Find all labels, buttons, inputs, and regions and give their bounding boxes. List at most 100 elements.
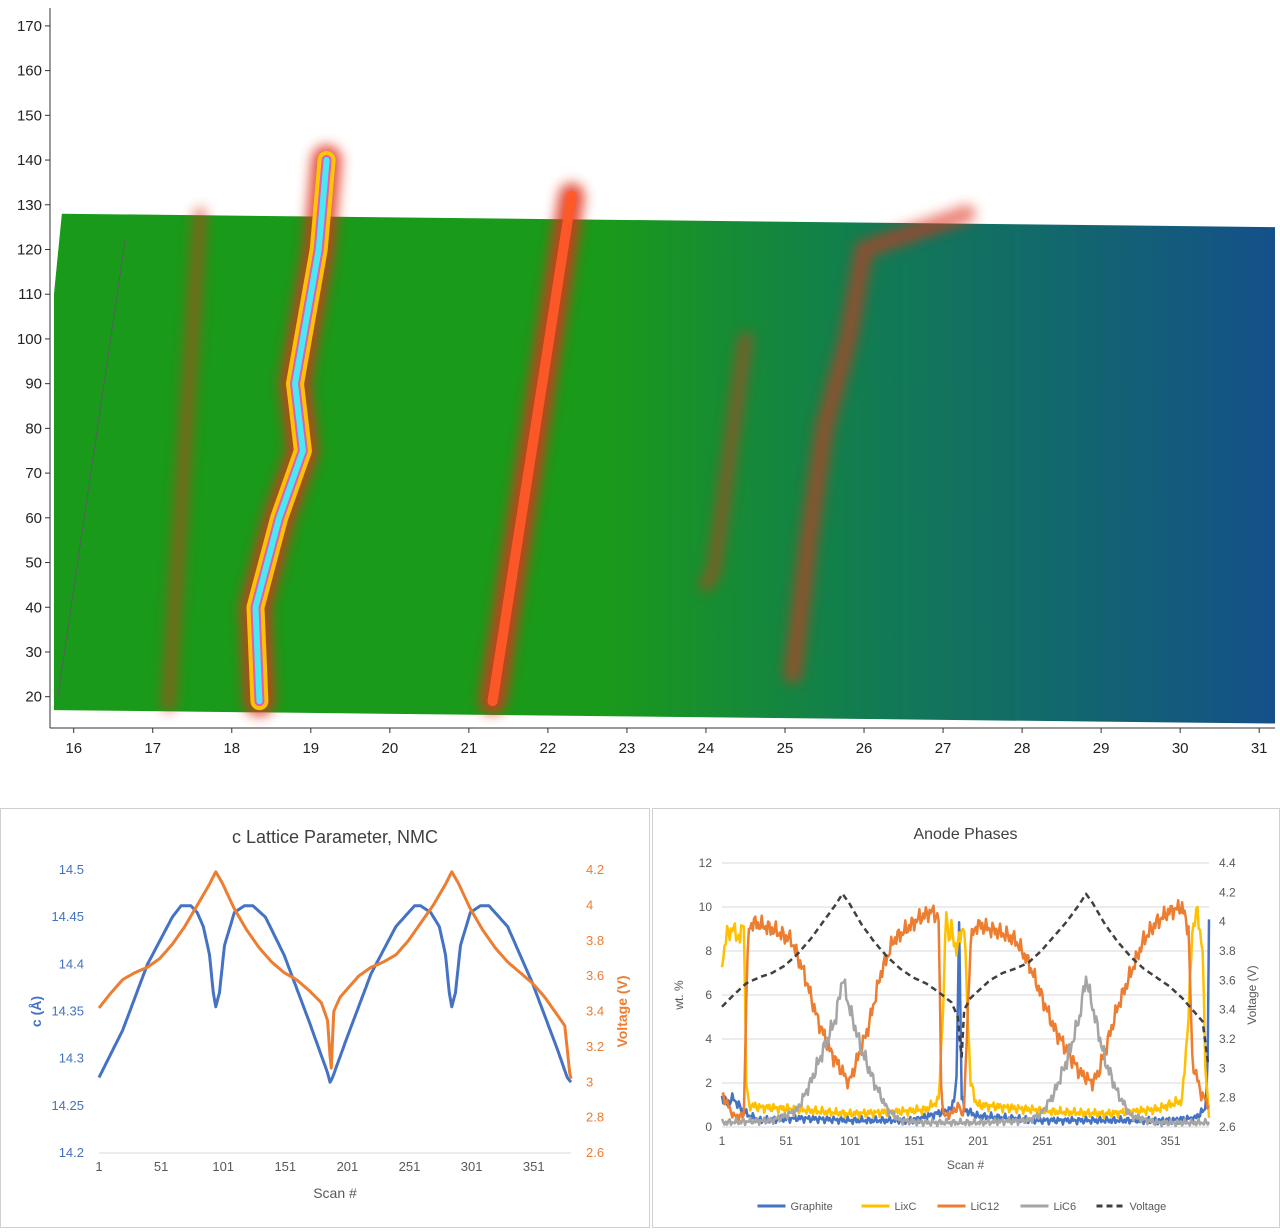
y-tick-label: 8: [705, 944, 712, 958]
y-tick-label: 12: [699, 856, 713, 870]
y-tick-label: 6: [705, 988, 712, 1002]
y-axis-label: c (Å): [28, 996, 44, 1027]
heatmap-y-tick-label: 110: [18, 286, 42, 303]
y2-tick-label: 2.8: [1219, 1091, 1236, 1105]
heatmap-y-tick-label: 160: [17, 63, 42, 80]
x-tick-label: 51: [779, 1134, 793, 1148]
x-tick-label: 201: [968, 1134, 988, 1148]
heatmap-y-tick-label: 80: [25, 420, 42, 437]
heatmap-x-tick-label: 25: [777, 740, 794, 757]
peak-c-core: [487, 190, 577, 707]
heatmap-y-tick-label: 30: [25, 644, 42, 661]
heatmap-y-tick-label: 50: [25, 555, 42, 572]
y-axis-label: wt. %: [672, 980, 686, 1011]
heatmap-x-tick-label: 17: [144, 740, 161, 757]
heatmap-x-tick-label: 19: [302, 740, 319, 757]
x-tick-label: 151: [904, 1134, 924, 1148]
lattice-chart-panel: c Lattice Parameter, NMC 14.2 14.25 14.3 14.…: [0, 808, 650, 1228]
y2-tick-label: 3: [586, 1074, 593, 1089]
heatmap-y-tick-label: 140: [17, 152, 42, 169]
y-tick-label: 14.25: [51, 1098, 84, 1113]
heatmap-background: [53, 213, 1275, 724]
x-tick-label: 51: [154, 1159, 168, 1174]
heatmap-x-tick-label: 20: [381, 740, 398, 757]
legend-label: Graphite: [791, 1201, 833, 1213]
y-tick-label: 14.45: [51, 909, 84, 924]
y2-tick-label: 2.8: [586, 1110, 604, 1125]
series-line-lic12: [721, 899, 1211, 1122]
heatmap-x-tick-label: 22: [540, 740, 557, 757]
y2-tick-label: 3.4: [586, 1004, 604, 1019]
heatmap-svg: 20 30 40 50 60 70 80 90 100 110 120 130 140 150 160 170…: [17, 8, 1275, 757]
y2-tick-label: 3.4: [1219, 1003, 1236, 1017]
heatmap-y-tick-label: 20: [25, 689, 42, 706]
chart-title: c Lattice Parameter, NMC: [232, 827, 438, 847]
heatmap-y-tick-label: 60: [25, 510, 42, 527]
x-tick-label: 301: [461, 1159, 483, 1174]
x-tick-label: 251: [1032, 1134, 1052, 1148]
lattice-chart-svg: c Lattice Parameter, NMC 14.2 14.25 14.3 14.…: [28, 827, 630, 1201]
y2-tick-label: 2.6: [1219, 1120, 1236, 1134]
legend-label: LixC: [895, 1201, 917, 1213]
y-tick-label: 14.2: [59, 1145, 84, 1160]
y-tick-label: 14.35: [51, 1004, 84, 1019]
y2-tick-label: 3.6: [586, 968, 604, 983]
waterfall-heatmap: 20 30 40 50 60 70 80 90 100 110 120 130 140 150 160 170…: [17, 8, 1275, 757]
series-line-lic6: [720, 975, 1211, 1128]
x-tick-label: 101: [840, 1134, 860, 1148]
heatmap-y-tick-label: 70: [25, 465, 42, 482]
x-tick-label: 101: [212, 1159, 234, 1174]
peak-b-top: [252, 157, 330, 705]
heatmap-y-tick-label: 100: [17, 331, 42, 348]
y-tick-label: 0: [705, 1120, 712, 1134]
x-axis-label: Scan #: [313, 1185, 357, 1201]
heatmap-y-tick-label: 40: [25, 599, 42, 616]
y2-tick-label: 3.2: [1219, 1032, 1236, 1046]
y2-tick-label: 4: [1219, 915, 1226, 929]
x-axis-label: Scan #: [947, 1158, 985, 1172]
x-tick-label: 351: [523, 1159, 545, 1174]
y2-tick-label: 4.2: [1219, 885, 1236, 899]
heatmap-x-tick-label: 26: [856, 740, 873, 757]
legend-label: Voltage: [1130, 1201, 1167, 1213]
heatmap-x-tick-label: 28: [1014, 740, 1031, 757]
peak-d-ridge: [698, 331, 753, 592]
heatmap-y-tick-label: 90: [25, 376, 42, 393]
baseline-diagonal: [57, 240, 126, 697]
heatmap-y-tick-label: 170: [17, 18, 42, 35]
y-tick-label: 4: [705, 1032, 712, 1046]
x-tick-label: 301: [1096, 1134, 1116, 1148]
legend-label: LiC6: [1054, 1201, 1077, 1213]
y-tick-label: 14.3: [59, 1051, 84, 1066]
heatmap-x-tick-label: 18: [223, 740, 240, 757]
y2-tick-label: 3.2: [586, 1039, 604, 1054]
y2-tick-label: 3: [1219, 1061, 1226, 1075]
x-tick-label: 251: [399, 1159, 421, 1174]
heatmap-y-tick-label: 120: [17, 241, 42, 258]
anode-chart-svg: Anode Phases 0 2 4 6 8 10 12 2.6 2.8 3 3.2 3.4 3.6 3.8…: [672, 826, 1259, 1213]
heatmap-x-tick-label: 30: [1172, 740, 1189, 757]
heatmap-x-tick-label: 29: [1093, 740, 1110, 757]
y-tick-label: 2: [705, 1076, 712, 1090]
y2-tick-label: 3.6: [1219, 973, 1236, 987]
y2-tick-label: 4: [586, 897, 593, 912]
series-line-right: [97, 870, 573, 1080]
y2-tick-label: 2.6: [586, 1145, 604, 1160]
x-tick-label: 151: [274, 1159, 296, 1174]
anode-chart-panel: Anode Phases 0 2 4 6 8 10 12 2.6 2.8 3 3.2 3.4 3.6 3.8…: [652, 808, 1280, 1228]
y-tick-label: 14.5: [59, 862, 84, 877]
legend-label: LiC12: [971, 1201, 1000, 1213]
peak-a-ridge: [161, 206, 208, 713]
x-tick-label: 351: [1161, 1134, 1181, 1148]
y2-tick-label: 3.8: [1219, 944, 1236, 958]
heatmap-x-tick-label: 16: [65, 740, 82, 757]
y2-tick-label: 4.4: [1219, 856, 1236, 870]
heatmap-x-tick-label: 24: [698, 740, 715, 757]
peak-e-ridge: [783, 204, 976, 684]
heatmap-y-tick-label: 130: [17, 197, 42, 214]
chart-title: Anode Phases: [913, 826, 1017, 843]
series-line-graphite: [720, 919, 1211, 1126]
x-tick-label: 201: [337, 1159, 359, 1174]
y-tick-label: 14.4: [59, 956, 84, 971]
heatmap-x-tick-label: 31: [1251, 740, 1268, 757]
